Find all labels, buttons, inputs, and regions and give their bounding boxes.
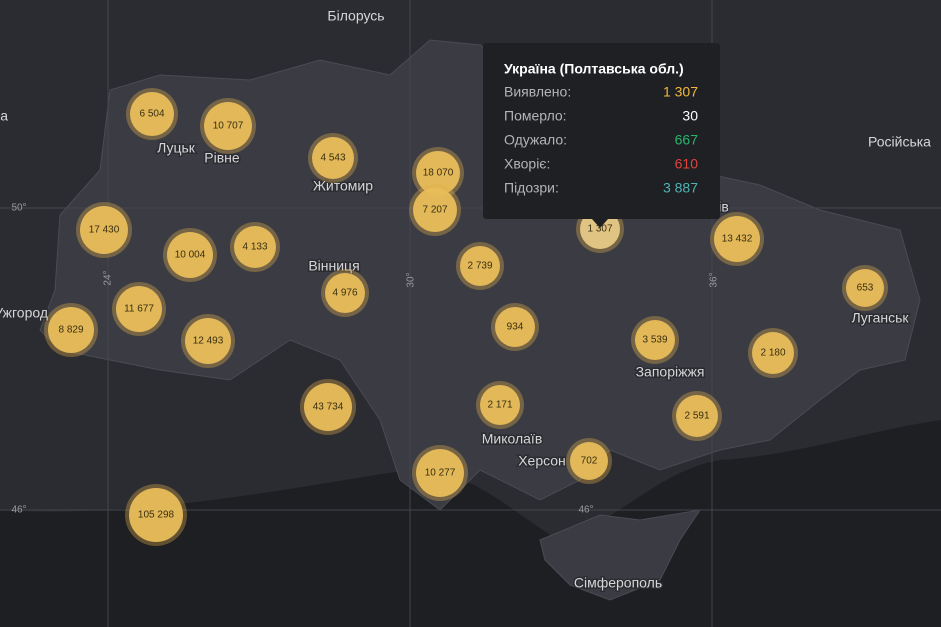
cluster-label: 10 004 (175, 250, 206, 261)
tooltip: Україна (Полтавська обл.) Виявлено: 1 307… (483, 43, 720, 228)
cluster-label: 10 707 (213, 121, 244, 132)
cluster (460, 246, 500, 286)
cluster-label: 6 504 (139, 109, 164, 120)
place-label: Луцьк (157, 140, 196, 156)
cluster-label: 11 677 (124, 304, 154, 315)
grid-label: 46° (578, 505, 593, 516)
place-label: Польща (0, 108, 8, 124)
clusters: 6 504 10 707 4 543 18 070 7 207 17 430 10 004 4… (44, 88, 888, 546)
place-label: Миколаїв (482, 431, 543, 447)
cluster (116, 286, 162, 332)
tooltip-value: 610 (675, 156, 699, 172)
place-label: Луганськ (851, 310, 909, 326)
cluster (129, 488, 183, 542)
grid-label: 50° (11, 203, 26, 214)
cluster (480, 385, 520, 425)
cluster (234, 226, 276, 268)
cluster (570, 442, 608, 480)
cluster-label: 43 734 (313, 402, 344, 413)
cluster (413, 188, 457, 232)
cluster-label: 18 070 (423, 168, 454, 179)
cluster-label: 12 493 (193, 336, 224, 347)
cluster-label: 702 (581, 456, 598, 467)
cluster (416, 151, 460, 195)
place-label: Житомир (313, 178, 373, 194)
cluster (48, 307, 94, 353)
cluster (325, 273, 365, 313)
place-label: Запоріжжя (636, 364, 705, 380)
tooltip-value: 30 (682, 108, 698, 124)
place-label: Сімферополь (574, 575, 662, 591)
tooltip-label: Одужало: (504, 132, 567, 148)
tooltip-label: Підозри: (504, 180, 559, 196)
cluster-label: 10 277 (425, 468, 456, 479)
cluster-label: 2 739 (467, 261, 492, 272)
cluster (635, 320, 675, 360)
crimea (539, 509, 702, 601)
cluster (204, 102, 252, 150)
place-label: Херсон (518, 453, 566, 469)
grid-label: 30° (406, 272, 417, 287)
cluster-label: 653 (857, 283, 874, 294)
cluster-label: 4 543 (320, 153, 345, 164)
cluster-label: 1 307 (587, 224, 612, 235)
place-label: Російська (868, 134, 931, 150)
tooltip-label: Виявлено: (504, 84, 571, 100)
grid-label: 36° (709, 272, 720, 287)
cluster-label: 17 430 (89, 225, 120, 236)
grid-label: 24° (103, 270, 114, 285)
cluster-label: 3 539 (642, 335, 667, 346)
tooltip-box (483, 43, 720, 219)
cluster-label: 4 133 (242, 242, 267, 253)
cluster (185, 318, 231, 364)
tooltip-title: Україна (Полтавська обл.) (504, 61, 684, 77)
tooltip-value: 1 307 (663, 84, 698, 100)
cluster-label: 4 976 (332, 288, 357, 299)
cluster-label: 105 298 (138, 510, 175, 521)
cluster-label: 13 432 (722, 234, 753, 245)
cluster (80, 206, 128, 254)
cluster (167, 232, 213, 278)
cluster (495, 307, 535, 347)
cluster (846, 269, 884, 307)
cluster (304, 383, 352, 431)
cluster-label: 2 180 (760, 348, 785, 359)
tooltip-arrow (592, 219, 608, 228)
tooltip-label: Хворіє: (504, 156, 550, 172)
place-label: Білорусь (327, 8, 384, 24)
tooltip-value: 667 (675, 132, 699, 148)
cluster (416, 449, 464, 497)
tooltip-label: Померло: (504, 108, 567, 124)
cluster (752, 332, 794, 374)
cluster-label: 2 591 (684, 411, 709, 422)
place-label: Рівне (204, 150, 240, 166)
place-label: Ужгород (0, 305, 48, 321)
cluster-label: 7 207 (422, 205, 447, 216)
cluster (676, 395, 718, 437)
place-label: Вінниця (308, 258, 359, 274)
tooltip-rows: Виявлено: 1 307 Померло: 30 Одужало: 667 Хворі… (504, 84, 698, 196)
grid-label: 46° (11, 505, 26, 516)
tooltip-value: 3 887 (663, 180, 698, 196)
sea (0, 420, 941, 627)
cluster-label: 2 171 (487, 400, 512, 411)
cluster (130, 92, 174, 136)
cluster-label: 934 (507, 322, 524, 333)
cluster (312, 137, 354, 179)
cluster-label: 8 829 (58, 325, 83, 336)
cluster (714, 216, 760, 262)
